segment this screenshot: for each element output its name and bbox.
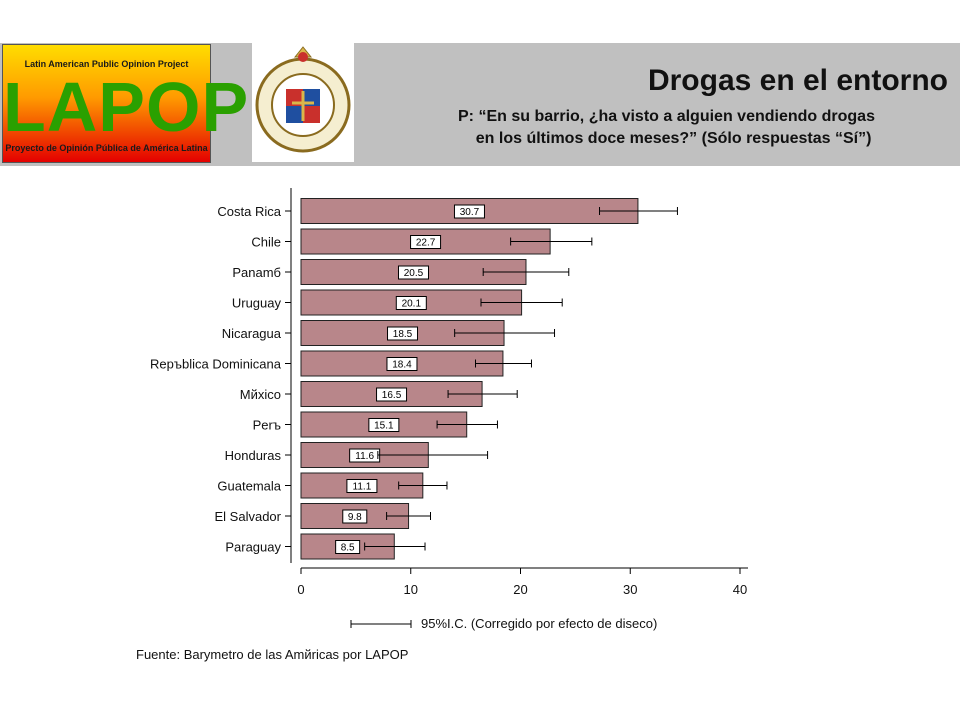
value-label-box	[335, 540, 361, 554]
page-subtitle: P: “En su barrio, ¿ha visto a alguien ve…	[458, 108, 875, 147]
category-label: Panamб	[232, 265, 281, 280]
value-label-box	[395, 296, 427, 310]
value-label: 20.1	[402, 299, 422, 310]
lapop-logo-word: LAPOP	[3, 68, 250, 146]
category-label: Repъblica Dominicana	[150, 357, 282, 372]
category-label: Costa Rica	[217, 204, 281, 219]
x-tick-label: 10	[404, 582, 418, 597]
x-tick-label: 30	[623, 582, 637, 597]
value-label-box	[368, 418, 400, 432]
value-label: 15.1	[374, 421, 394, 432]
legend-label: 95%I.C. (Corregido por efecto de diseco)	[421, 616, 658, 631]
value-label-box	[387, 326, 419, 341]
value-label-box	[453, 204, 485, 219]
x-tick-label: 0	[297, 582, 304, 597]
category-label: Paraguay	[225, 540, 281, 555]
university-crest	[252, 43, 354, 162]
value-label-box	[376, 387, 408, 402]
value-label: 18.4	[392, 360, 412, 371]
source-note: Fuente: Barymetro de las Amйricas por LA…	[136, 647, 409, 662]
value-label: 9.8	[348, 512, 362, 523]
value-label-box	[397, 265, 429, 280]
value-label-box	[410, 235, 442, 249]
value-label: 20.5	[404, 268, 424, 279]
value-label-box	[342, 509, 368, 524]
x-tick-label: 20	[513, 582, 527, 597]
page-title: Drogas en el entorno	[647, 64, 948, 97]
lapop-logo: Latin American Public Opinion Project LA…	[2, 44, 250, 163]
value-label-box	[386, 357, 418, 371]
value-label-box	[346, 479, 378, 493]
value-label: 22.7	[416, 238, 436, 249]
value-label: 11.1	[353, 482, 372, 493]
category-label: Chile	[251, 235, 281, 250]
category-label: Nicaragua	[222, 326, 282, 341]
x-tick-label: 40	[733, 582, 747, 597]
value-label: 16.5	[382, 390, 402, 401]
category-label: El Salvador	[215, 509, 282, 524]
category-label: Honduras	[225, 448, 282, 463]
category-label: Guatemala	[217, 479, 281, 494]
value-label: 30.7	[460, 207, 480, 218]
category-label: Perъ	[253, 418, 281, 433]
lapop-logo-bottom-text: Proyecto de Opinión Pública de América L…	[5, 143, 208, 153]
value-label: 11.6	[355, 451, 374, 462]
category-label: Mйxico	[240, 387, 281, 402]
value-label: 18.5	[393, 329, 413, 340]
lapop-logo-top-text: Latin American Public Opinion Project	[24, 59, 189, 69]
value-label: 8.5	[341, 543, 355, 554]
category-label: Uruguay	[232, 296, 282, 311]
